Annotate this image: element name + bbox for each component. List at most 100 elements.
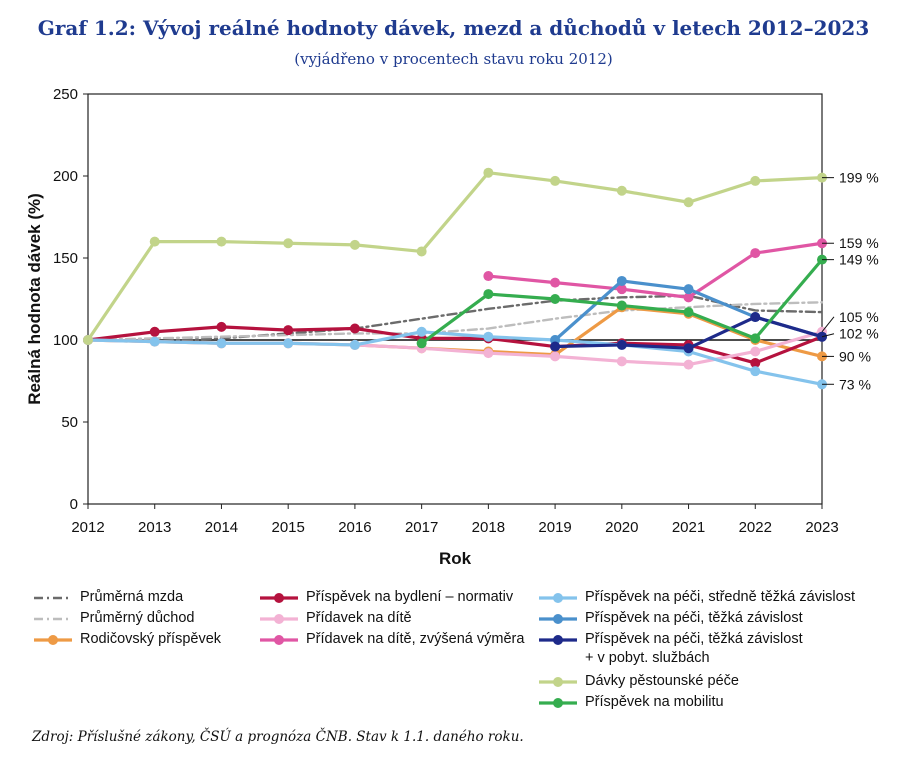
legend-marker [274,593,284,603]
data-point [550,351,561,362]
data-point [616,185,627,196]
end-label-leader [821,333,835,338]
data-point [149,326,160,337]
y-tick-label: 200 [53,168,78,185]
legend-label-line2: + v pobyt. službách [585,650,710,666]
legend-label: Příspěvek na mobilitu [585,694,724,710]
chart-subtitle: (vyjádřeno v procentech stavu roku 2012) [294,50,613,68]
end-label: 90 % [839,348,871,364]
data-point [216,338,227,349]
legend-label: Přídavek na dítě [306,610,412,626]
y-tick-label: 250 [53,86,78,103]
x-tick-label: 2020 [605,519,638,536]
x-tick-label: 2023 [805,519,838,536]
data-point [683,359,694,370]
data-point [616,300,627,311]
x-tick-label: 2017 [405,519,438,536]
series-8 [550,312,827,354]
series-9 [83,167,827,345]
y-tick-label: 0 [70,496,78,513]
legend-swatch [539,614,577,624]
legend-swatch [34,635,72,645]
data-point [416,246,427,257]
series-line [86,294,824,343]
data-point [349,239,360,250]
plot-frame [87,93,823,505]
data-point [283,338,294,349]
data-point [616,284,627,295]
data-point [616,339,627,350]
series-5 [483,238,827,303]
source-note: Zdroj: Příslušné zákony, ČSÚ a prognóza … [32,729,524,745]
data-point [750,357,761,368]
data-point [550,294,561,304]
legend-marker [274,635,284,645]
data-point [750,333,761,344]
data-point [349,323,360,334]
series-0 [86,294,824,343]
data-point [750,175,761,186]
legend-marker [553,593,563,603]
data-point [416,338,427,349]
legend-label: Rodičovský příspěvek [80,631,222,647]
end-label-leader [821,316,835,333]
legend-swatch [34,617,72,621]
legend-swatch [34,596,72,600]
y-tick-label: 100 [53,332,78,349]
end-label: 199 % [839,170,879,186]
legend-marker [274,614,284,624]
y-axis-label: Reálná hodnota dávek (%) [25,193,44,405]
data-point [683,343,694,354]
data-point [416,326,427,337]
series-line [86,171,824,342]
legend-marker [48,635,58,645]
legend-marker [553,677,563,687]
x-axis-label: Rok [439,549,472,568]
legend-label: Průměrný důchod [80,610,195,626]
x-tick-label: 2013 [138,519,171,536]
series-1 [86,301,824,342]
x-tick-label: 2022 [739,519,772,536]
y-tick-label: 50 [61,414,78,431]
legend-marker [553,614,563,624]
data-point [550,341,561,352]
data-point [550,277,561,288]
legend-swatch [539,635,577,645]
legend-swatch [260,614,298,624]
x-tick-label: 2021 [672,519,705,536]
data-point [216,321,227,332]
data-point [750,366,761,377]
end-label: 149 % [839,252,879,268]
data-point [683,292,694,303]
data-point [683,307,694,318]
legend-swatch [539,677,577,687]
series-line [86,325,824,365]
end-label: 159 % [839,235,879,251]
data-point [683,284,694,295]
data-point [616,356,627,367]
legend-marker [553,698,563,708]
data-point [283,325,294,336]
data-point [216,236,227,247]
end-label: 105 % [839,309,879,325]
legend-label: Přídavek na dítě, zvýšená výměra [306,631,525,647]
data-point [483,271,494,282]
data-point [149,236,160,247]
legend-label: Průměrná mzda [80,589,184,605]
x-tick-label: 2016 [338,519,371,536]
legend-label: Příspěvek na péči, těžká závislost [585,610,803,626]
end-label: 73 % [839,376,871,392]
data-point [483,348,494,359]
x-tick-label: 2015 [271,519,304,536]
legend-label: Dávky pěstounské péče [585,673,739,689]
legend-label: Příspěvek na péči, středně těžká závislo… [585,589,855,605]
data-point [83,335,93,345]
chart-title: Graf 1.2: Vývoj reálné hodnoty dávek, me… [37,16,870,40]
series-line [86,330,824,386]
data-point [550,175,561,186]
data-point [616,275,627,286]
legend-label: Příspěvek na péči, těžká závislost + v po… [585,631,803,666]
data-point [750,248,761,259]
data-point [483,331,494,342]
legend-swatch [539,593,577,603]
